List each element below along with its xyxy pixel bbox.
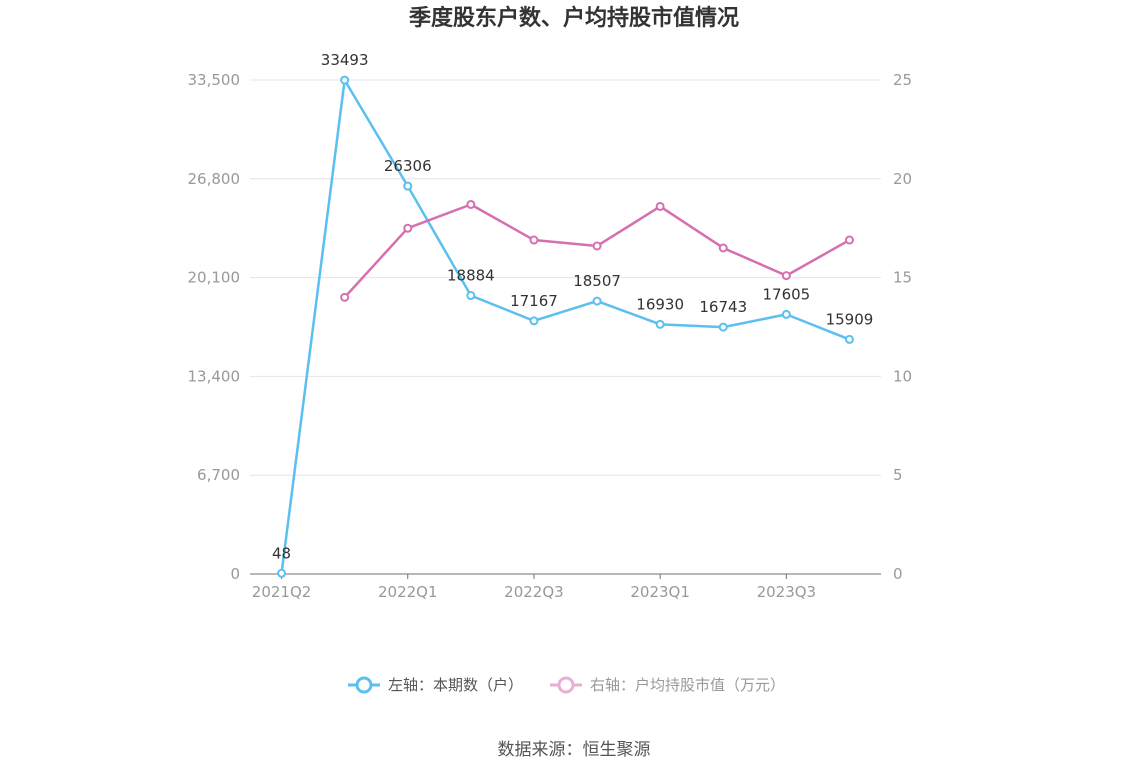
x-axis-tick-label: 2021Q2 — [252, 583, 312, 601]
left-axis-tick-label: 13,400 — [188, 367, 241, 385]
right-axis-tick-label: 5 — [893, 466, 903, 484]
right-axis-tick-label: 20 — [893, 170, 912, 188]
left-series-point[interactable] — [277, 568, 287, 578]
series-lines — [277, 75, 854, 578]
left-series-point[interactable] — [529, 316, 539, 326]
data-source: 数据来源：恒生聚源 — [498, 740, 651, 760]
legend: 左轴：本期数（户） 右轴：户均持股市值（万元） — [348, 676, 785, 694]
data-label: 16743 — [699, 298, 747, 316]
right-series-point[interactable] — [844, 235, 854, 245]
data-label: 16930 — [636, 295, 684, 313]
left-series-point[interactable] — [655, 319, 665, 329]
right-axis-tick-label: 10 — [893, 367, 912, 385]
data-labels: 48 33493 26306 18884 17167 18507 16930 16743 176… — [272, 51, 873, 562]
legend-left-marker-icon — [355, 676, 373, 694]
chart-title: 季度股东户数、户均持股市值情况 — [409, 5, 739, 31]
x-axis-tick-label: 2023Q3 — [757, 583, 817, 601]
right-series-point[interactable] — [340, 292, 350, 302]
right-axis-tick-label: 0 — [893, 565, 903, 583]
data-label: 17167 — [510, 292, 558, 310]
legend-item-left-series[interactable]: 左轴：本期数（户） — [348, 676, 523, 694]
left-series-point[interactable] — [781, 309, 791, 319]
legend-right-label: 右轴：户均持股市值（万元） — [590, 676, 785, 694]
data-label: 18507 — [573, 272, 621, 290]
left-series-point[interactable] — [403, 181, 413, 191]
left-series-point[interactable] — [844, 334, 854, 344]
right-axis-tick-label: 15 — [893, 269, 912, 287]
x-axis-tick-label: 2022Q1 — [378, 583, 438, 601]
left-axis-tick-label: 0 — [230, 565, 240, 583]
right-series-point[interactable] — [529, 235, 539, 245]
left-axis-tick-label: 6,700 — [197, 466, 240, 484]
data-label: 15909 — [826, 310, 874, 328]
left-series-point[interactable] — [466, 291, 476, 301]
left-axis-tick-label: 26,800 — [188, 170, 241, 188]
data-label: 17605 — [762, 285, 810, 303]
legend-item-right-series[interactable]: 右轴：户均持股市值（万元） — [550, 676, 785, 694]
grid-lines — [250, 79, 881, 476]
left-series-point[interactable] — [718, 322, 728, 332]
legend-left-label: 左轴：本期数（户） — [388, 676, 523, 694]
right-series-point[interactable] — [718, 243, 728, 253]
right-series-point[interactable] — [655, 201, 665, 211]
right-series-point[interactable] — [592, 241, 602, 251]
x-axis-tick-label: 2023Q1 — [630, 583, 690, 601]
right-series-point[interactable] — [781, 271, 791, 281]
left-series-point[interactable] — [592, 296, 602, 306]
left-axis-tick-label: 33,500 — [188, 71, 241, 89]
data-label: 18884 — [447, 267, 495, 285]
data-label: 26306 — [384, 157, 432, 175]
x-axis-tick-label: 2022Q3 — [504, 583, 564, 601]
left-axis-tick-label: 20,100 — [188, 269, 241, 287]
data-label: 48 — [272, 544, 291, 562]
right-axis-tick-label: 25 — [893, 71, 912, 89]
left-series-line — [280, 78, 850, 574]
left-series-point[interactable] — [340, 75, 350, 85]
legend-right-marker-icon — [557, 676, 575, 694]
data-label: 33493 — [321, 51, 369, 69]
right-series-point[interactable] — [466, 199, 476, 209]
axes: 0 6,700 13,400 20,100 26,800 33,500 0 5 10 15 20 25… — [188, 71, 913, 601]
right-series-point[interactable] — [403, 223, 413, 233]
